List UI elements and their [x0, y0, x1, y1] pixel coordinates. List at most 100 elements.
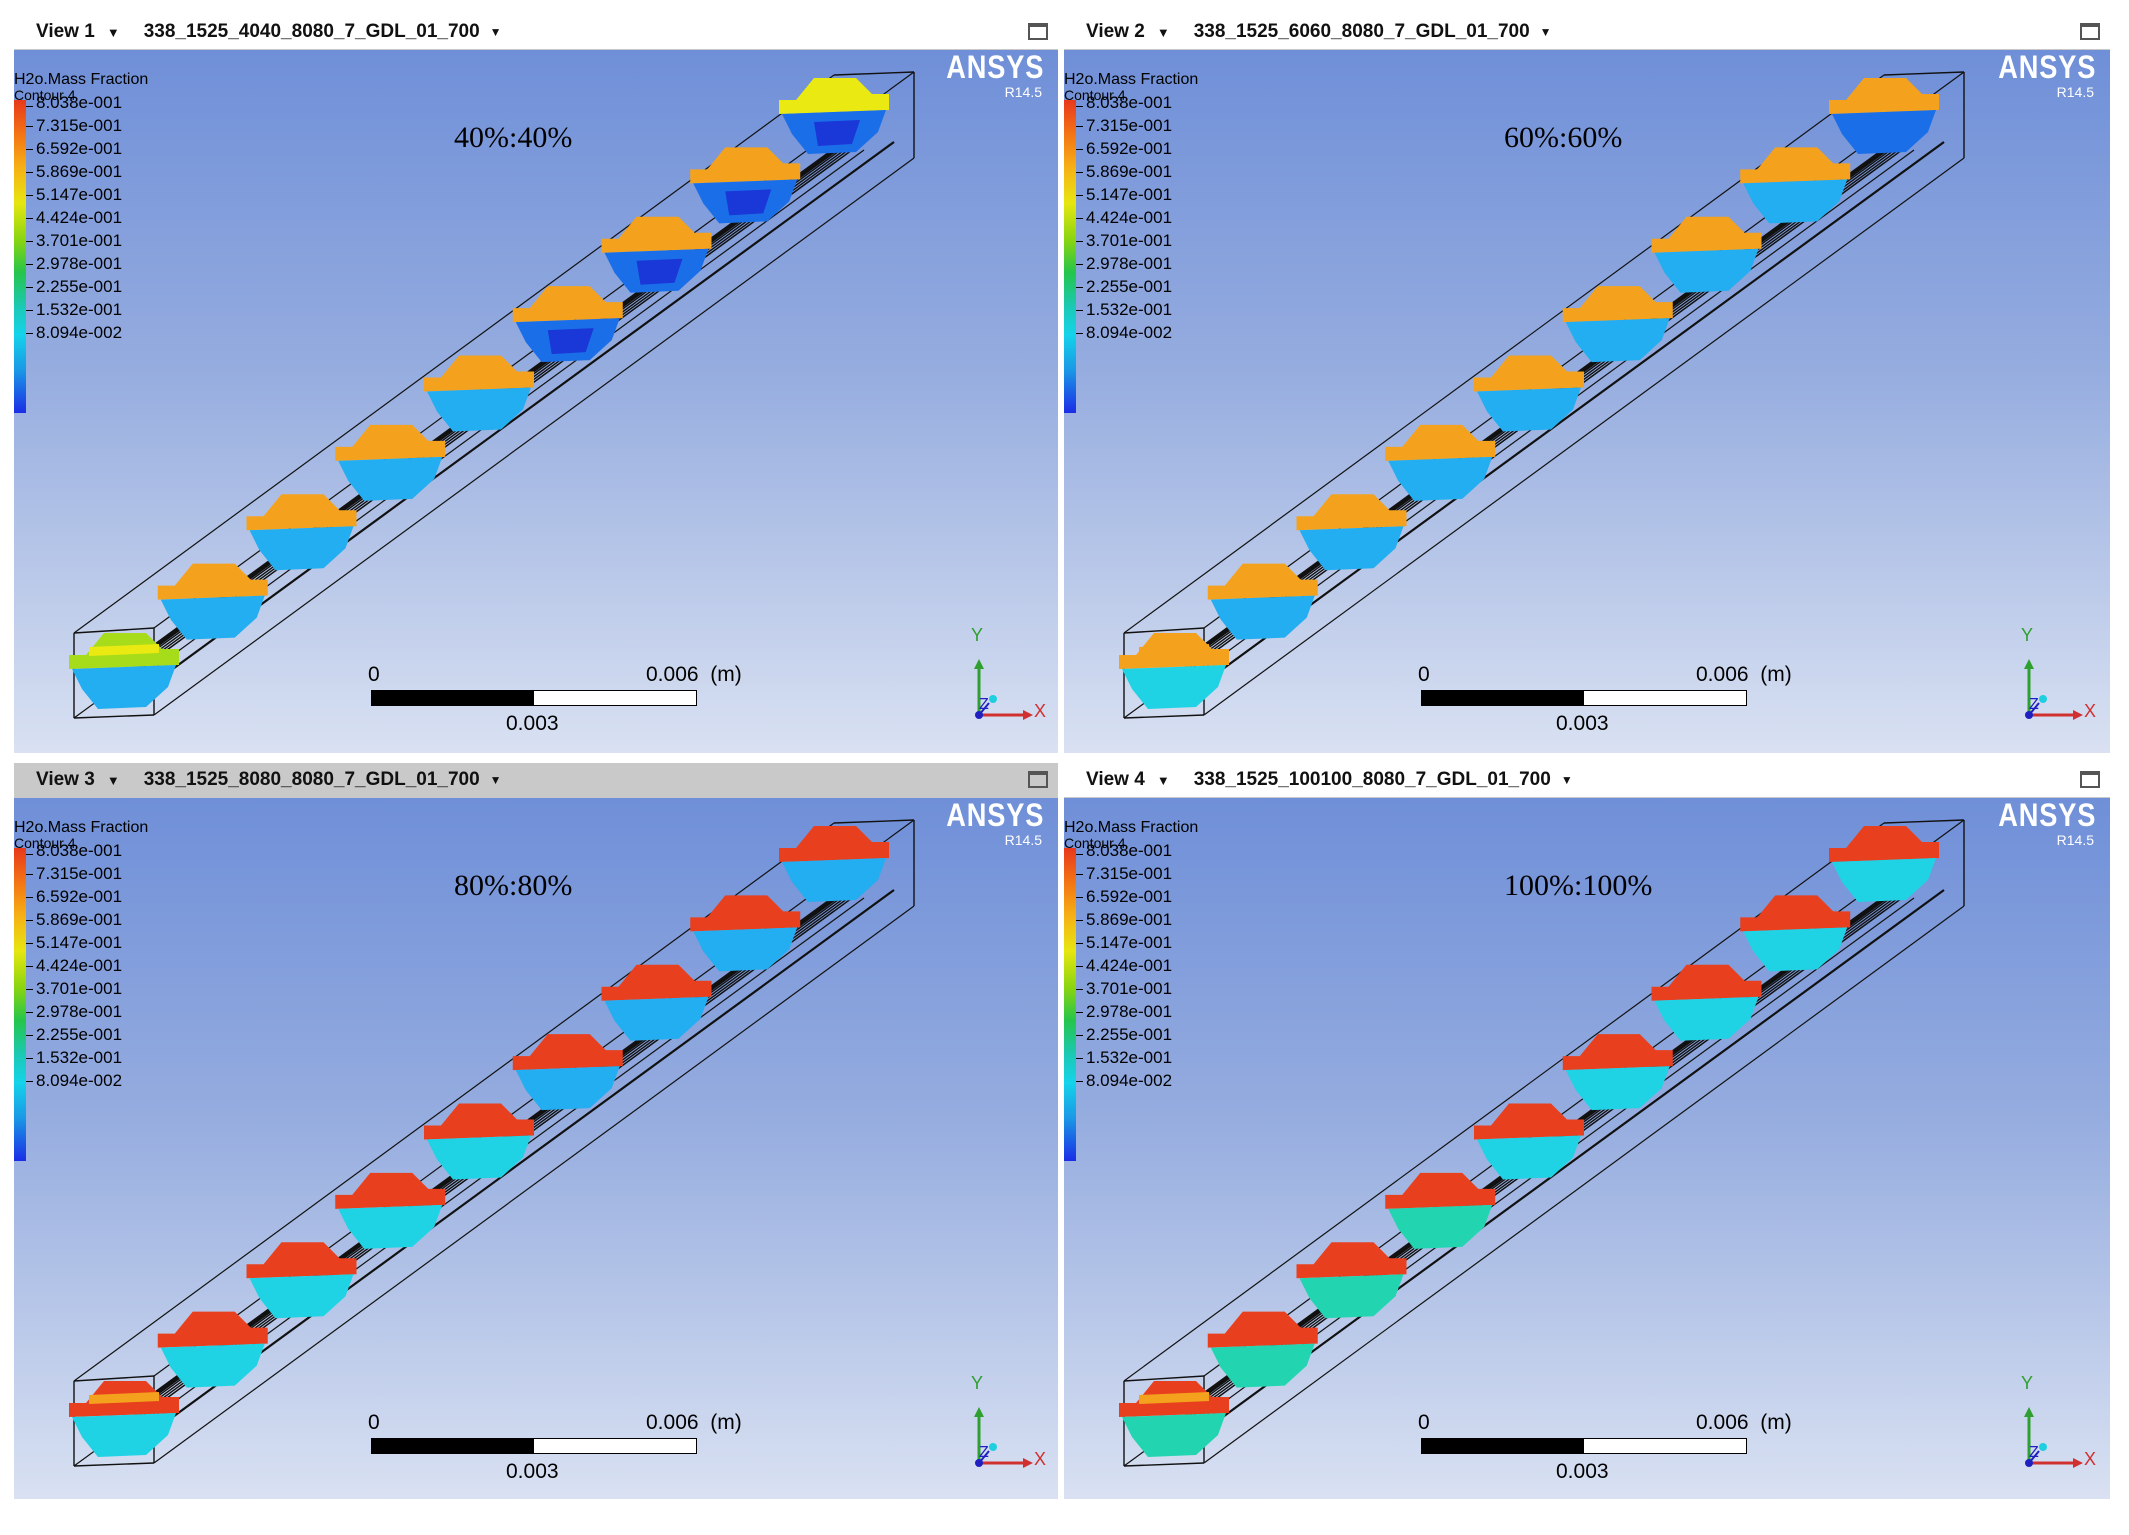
- dropdown-caret-icon[interactable]: ▼: [489, 25, 502, 39]
- channel-model[interactable]: [14, 798, 1058, 1499]
- colorbar-tick-label: 4.424e-001: [1086, 208, 1173, 227]
- dropdown-caret-icon[interactable]: ▼: [1156, 772, 1170, 788]
- maximize-icon[interactable]: [2080, 771, 2100, 788]
- channel-model[interactable]: [14, 50, 1058, 752]
- mesh-edge: [73, 627, 155, 634]
- colorbar-tick: [1076, 149, 1083, 150]
- rib-cap: [424, 1103, 534, 1140]
- 3d-viewport[interactable]: H2o.Mass Fraction Contour 4 8.038e-001 7.31…: [14, 49, 1058, 753]
- mesh-edge: [153, 157, 915, 716]
- colorbar-tick-label: 8.094e-002: [1086, 1071, 1173, 1090]
- view-file-title[interactable]: 338_1525_4040_8080_7_GDL_01_700: [143, 21, 480, 42]
- maximize-icon[interactable]: [1028, 23, 1048, 40]
- rib-bottom: [1654, 248, 1759, 293]
- colorbar-tick-label: 2.255e-001: [1086, 1025, 1173, 1044]
- colorbar: [14, 848, 26, 1161]
- colorbar-tick-label: 6.592e-001: [1086, 887, 1173, 906]
- rib-core: [725, 189, 772, 216]
- viewport-panel[interactable]: View 4 ▼ 338_1525_100100_8080_7_GDL_01_700…: [1064, 763, 2110, 1499]
- scale-max: 0.006 (m): [646, 663, 742, 687]
- viewport-panel[interactable]: View 2 ▼ 338_1525_6060_8080_7_GDL_01_700 ▼ H…: [1064, 15, 2110, 753]
- rib-bottom: [249, 1274, 354, 1319]
- channel-model[interactable]: [1064, 50, 2110, 752]
- colorbar-tick: [26, 172, 33, 173]
- colorbar-tick: [26, 1035, 33, 1036]
- axis-x-label: X: [1034, 701, 1047, 721]
- rib-bottom: [1122, 1413, 1226, 1457]
- dropdown-caret-icon[interactable]: ▼: [106, 24, 120, 40]
- colorbar-tick-label: 8.094e-002: [36, 323, 123, 342]
- axis-z-label: Z: [979, 1444, 989, 1461]
- axis-triad-icon: [974, 1407, 1033, 1468]
- colorbar-tick-label: 8.094e-002: [1086, 323, 1173, 342]
- 3d-viewport[interactable]: H2o.Mass Fraction Contour 4 8.038e-001 7.31…: [1064, 49, 2110, 753]
- axis-x-label: X: [2084, 701, 2097, 721]
- view-selector[interactable]: View 1: [36, 21, 95, 42]
- view-file-title[interactable]: 338_1525_100100_8080_7_GDL_01_700: [1193, 769, 1551, 790]
- colorbar-tick: [1076, 195, 1083, 196]
- dropdown-caret-icon[interactable]: ▼: [1539, 25, 1552, 39]
- axis-triad-icon: [2024, 659, 2083, 720]
- view-selector[interactable]: View 4: [1086, 769, 1145, 790]
- view-file-title[interactable]: 338_1525_8080_8080_7_GDL_01_700: [143, 769, 480, 790]
- colorbar-tick: [26, 287, 33, 288]
- scale-bar-fill: [1422, 1439, 1584, 1453]
- scale-max-value: 0.006: [1696, 1411, 1749, 1434]
- colorbar-tick: [26, 218, 33, 219]
- colorbar-tick-label: 1.532e-001: [1086, 300, 1173, 319]
- mesh-edge: [1123, 74, 1885, 634]
- colorbar-tick-label: 4.424e-001: [36, 208, 123, 227]
- view-file-title[interactable]: 338_1525_6060_8080_7_GDL_01_700: [1193, 21, 1530, 42]
- dropdown-caret-icon[interactable]: ▼: [1560, 773, 1573, 787]
- rib-bottom: [604, 996, 709, 1041]
- rib-bottom: [249, 526, 354, 571]
- 3d-viewport[interactable]: H2o.Mass Fraction Contour 4 8.038e-001 7.31…: [14, 797, 1058, 1499]
- scale-bar-fill: [1422, 691, 1584, 705]
- rib-cap: [601, 216, 712, 253]
- viewport-panel[interactable]: View 3 ▼ 338_1525_8080_8080_7_GDL_01_700 ▼ H…: [14, 763, 1058, 1499]
- rib-cap: [779, 826, 889, 862]
- colorbar-tick-label: 5.869e-001: [1086, 162, 1173, 181]
- scale-max: 0.006 (m): [1696, 663, 1792, 687]
- colorbar-tick-label: 1.532e-001: [36, 1048, 123, 1067]
- rib-cap: [1474, 355, 1584, 392]
- rib-bottom: [72, 665, 176, 709]
- rib-bottom: [1477, 387, 1581, 432]
- colorbar-tick-label: 5.147e-001: [36, 933, 123, 952]
- colorbar-tick-label: 6.592e-001: [36, 887, 123, 906]
- colorbar-tick-label: 2.978e-001: [36, 254, 123, 273]
- colorbar-tick-label: 6.592e-001: [36, 139, 123, 158]
- rib-bottom: [427, 1135, 531, 1180]
- colorbar-tick: [1076, 310, 1083, 311]
- colorbar-tick: [1076, 943, 1083, 944]
- colorbar-tick-label: 2.978e-001: [1086, 254, 1173, 273]
- rib-bottom: [1477, 1135, 1581, 1180]
- channel-model[interactable]: [1064, 798, 2110, 1499]
- rib-bottom: [160, 1343, 265, 1388]
- maximize-icon[interactable]: [1028, 771, 1048, 788]
- dropdown-caret-icon[interactable]: ▼: [489, 773, 502, 787]
- colorbar-tick: [26, 1012, 33, 1013]
- viewport-panel[interactable]: View 1 ▼ 338_1525_4040_8080_7_GDL_01_700 ▼ H…: [14, 15, 1058, 753]
- rib-cap: [690, 895, 801, 932]
- colorbar-tick-label: 3.701e-001: [36, 979, 123, 998]
- dropdown-caret-icon[interactable]: ▼: [1156, 24, 1170, 40]
- rib-cap: [1562, 1034, 1673, 1071]
- colorbar-tick: [1076, 966, 1083, 967]
- maximize-icon[interactable]: [2080, 23, 2100, 40]
- colorbar-tick: [1076, 287, 1083, 288]
- scale-unit: (m): [1760, 663, 1792, 686]
- axis-y-label: Y: [2021, 625, 2034, 645]
- rib-cap: [335, 424, 446, 461]
- 3d-viewport[interactable]: H2o.Mass Fraction Contour 4 8.038e-001 7.31…: [1064, 797, 2110, 1499]
- view-selector[interactable]: View 2: [1086, 21, 1145, 42]
- legend-contour: Contour 4: [1064, 835, 1126, 851]
- view-selector[interactable]: View 3: [36, 769, 95, 790]
- rib-cap: [1296, 494, 1407, 531]
- scale-max: 0.006 (m): [1696, 1411, 1792, 1435]
- colorbar-tick-label: 2.255e-001: [36, 1025, 123, 1044]
- dropdown-caret-icon[interactable]: ▼: [106, 772, 120, 788]
- colorbar-tick: [1076, 218, 1083, 219]
- axis-triad-icon: [2024, 1407, 2083, 1468]
- rib-bottom: [160, 595, 265, 640]
